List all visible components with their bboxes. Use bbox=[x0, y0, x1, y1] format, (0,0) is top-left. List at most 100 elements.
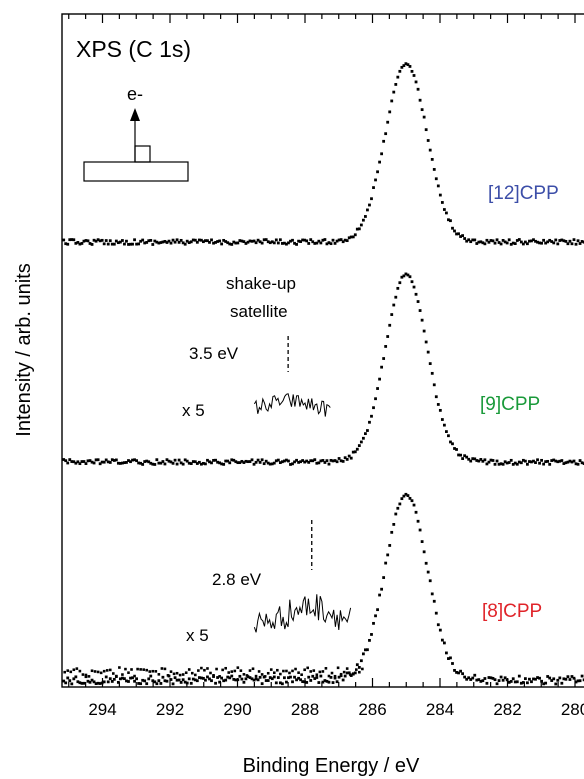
data-point bbox=[151, 679, 155, 683]
data-point bbox=[191, 460, 195, 463]
data-point bbox=[123, 461, 126, 465]
data-point bbox=[214, 241, 217, 244]
data-point bbox=[93, 670, 97, 673]
data-point bbox=[333, 241, 337, 245]
data-point bbox=[453, 447, 456, 450]
data-point bbox=[507, 461, 511, 464]
data-point bbox=[315, 461, 319, 465]
data-point bbox=[436, 623, 440, 627]
data-point bbox=[306, 666, 309, 670]
data-point bbox=[218, 239, 222, 243]
data-point bbox=[386, 553, 390, 557]
data-point bbox=[294, 667, 297, 671]
data-point bbox=[260, 682, 264, 686]
data-point bbox=[501, 678, 505, 682]
data-point bbox=[276, 458, 280, 462]
data-point bbox=[347, 454, 351, 458]
data-point bbox=[279, 672, 282, 676]
data-point bbox=[171, 461, 175, 465]
data-point bbox=[574, 462, 578, 466]
data-point bbox=[218, 461, 222, 465]
satellite-zoom-trace bbox=[253, 594, 352, 633]
data-point bbox=[236, 666, 240, 669]
data-point bbox=[307, 242, 311, 245]
data-point bbox=[426, 570, 430, 574]
data-point bbox=[212, 674, 215, 677]
data-point bbox=[264, 238, 268, 241]
data-point bbox=[432, 383, 436, 387]
data-point bbox=[317, 461, 321, 465]
data-point bbox=[495, 459, 499, 463]
data-point bbox=[560, 459, 564, 462]
data-point bbox=[248, 676, 252, 679]
data-point bbox=[246, 460, 250, 464]
data-point bbox=[564, 461, 568, 465]
data-point bbox=[90, 678, 94, 682]
magnification-label-8cpp: x 5 bbox=[186, 626, 209, 645]
data-point bbox=[121, 676, 124, 680]
data-point bbox=[307, 460, 311, 464]
data-point bbox=[96, 670, 100, 674]
y-axis-label: Intensity / arb. units bbox=[13, 263, 35, 436]
data-point bbox=[251, 667, 255, 671]
data-point bbox=[258, 460, 262, 464]
data-point bbox=[550, 459, 554, 462]
data-point bbox=[402, 274, 406, 278]
data-point bbox=[86, 459, 90, 463]
data-point bbox=[330, 671, 334, 675]
data-point bbox=[242, 680, 246, 684]
data-point bbox=[487, 676, 491, 679]
data-point bbox=[364, 215, 367, 218]
data-point bbox=[283, 459, 286, 463]
data-point bbox=[493, 678, 497, 682]
data-point bbox=[106, 242, 110, 246]
data-point bbox=[74, 241, 78, 245]
data-point bbox=[250, 239, 254, 243]
data-point bbox=[112, 677, 116, 681]
data-point bbox=[129, 460, 132, 464]
data-point bbox=[455, 448, 458, 451]
data-point bbox=[523, 459, 527, 463]
data-point bbox=[224, 678, 228, 682]
data-point bbox=[358, 670, 361, 674]
data-point bbox=[276, 676, 280, 679]
shift-label-8cpp: 2.8 eV bbox=[212, 570, 262, 589]
data-point bbox=[384, 561, 388, 565]
data-point bbox=[121, 239, 124, 242]
data-point bbox=[108, 461, 112, 464]
data-point bbox=[112, 459, 116, 462]
data-point bbox=[473, 238, 477, 242]
data-point bbox=[528, 677, 531, 681]
data-point bbox=[554, 459, 558, 463]
data-point bbox=[224, 240, 228, 243]
data-point bbox=[386, 120, 390, 124]
data-point bbox=[519, 240, 523, 244]
data-point bbox=[86, 239, 90, 243]
data-point bbox=[353, 671, 357, 675]
data-point bbox=[576, 679, 580, 683]
data-point bbox=[538, 676, 541, 680]
data-point bbox=[396, 506, 400, 510]
data-point bbox=[280, 682, 284, 686]
x-tick-label: 294 bbox=[88, 700, 116, 719]
data-point bbox=[445, 430, 448, 433]
data-point bbox=[378, 377, 381, 381]
data-point bbox=[368, 203, 371, 207]
data-point bbox=[295, 242, 298, 246]
data-point bbox=[410, 499, 414, 503]
data-point bbox=[368, 420, 371, 424]
data-point bbox=[406, 494, 410, 497]
data-point bbox=[372, 621, 375, 625]
data-point bbox=[311, 459, 315, 463]
data-point bbox=[459, 453, 462, 457]
data-point bbox=[560, 681, 564, 685]
data-point bbox=[430, 592, 434, 596]
data-point bbox=[72, 677, 76, 681]
data-point bbox=[305, 459, 309, 463]
data-point bbox=[517, 674, 521, 678]
data-point bbox=[291, 238, 294, 242]
data-point bbox=[333, 674, 337, 678]
data-point bbox=[252, 462, 256, 466]
data-point bbox=[199, 238, 203, 242]
data-point bbox=[394, 83, 398, 86]
